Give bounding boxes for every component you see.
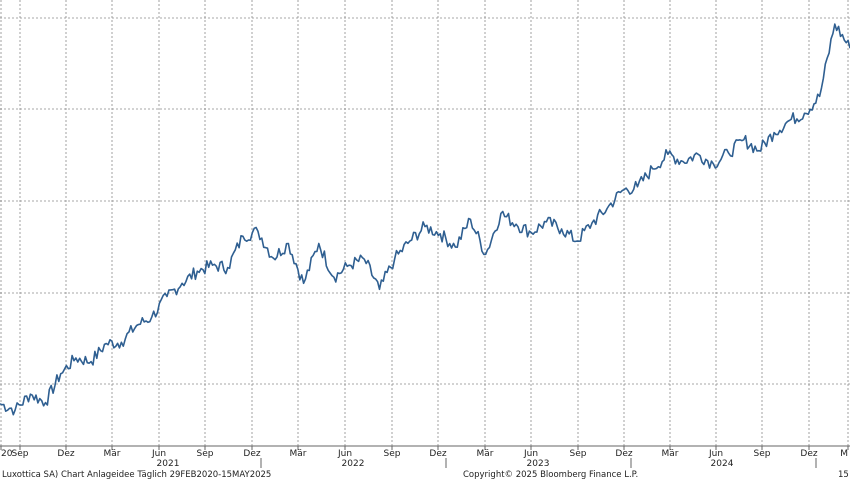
year-label: 2023: [527, 459, 550, 469]
x-tick-label: Jun: [337, 449, 352, 459]
x-tick-label: Mär: [290, 449, 307, 459]
x-tick-label: Sep: [197, 449, 214, 459]
grid-lines: [0, 0, 850, 446]
price-line: [0, 23, 850, 416]
x-tick-label: M: [840, 449, 848, 459]
x-tick-label: Sep: [384, 449, 401, 459]
x-tick-label: Mär: [104, 449, 121, 459]
year-label: 2021: [157, 459, 180, 469]
year-labels: 2021 2022 2023 2024: [157, 458, 817, 469]
x-tick-label: Dez: [243, 449, 260, 459]
footer-center: Copyright© 2025 Bloomberg Finance L.P.: [463, 470, 638, 480]
x-tick-label: Sep: [754, 449, 771, 459]
x-tick-label: Sep: [570, 449, 587, 459]
x-tick-label: Jun: [151, 449, 166, 459]
x-tick-label: Sep: [12, 449, 29, 459]
x-tick-label: Jun: [708, 449, 723, 459]
x-tick-label: Jun: [523, 449, 538, 459]
x-tick-label: Dez: [615, 449, 632, 459]
year-label: 2024: [711, 459, 734, 469]
footer-left: Luxottica SA) Chart Anlageidee Täglich 2…: [2, 470, 271, 480]
x-axis-ticks: 20 Sep Dez Mär Jun Sep Dez Mär Jun Sep Dez Mär Jun Se…: [0, 446, 849, 459]
x-tick-label: Dez: [57, 449, 74, 459]
x-tick-label: Dez: [800, 449, 817, 459]
year-label: 2022: [342, 459, 365, 469]
x-tick-label: Mär: [662, 449, 679, 459]
footer-right: 15: [838, 470, 849, 480]
x-tick-label: 20: [1, 449, 13, 459]
x-tick-label: Mär: [477, 449, 494, 459]
x-tick-label: Dez: [429, 449, 446, 459]
